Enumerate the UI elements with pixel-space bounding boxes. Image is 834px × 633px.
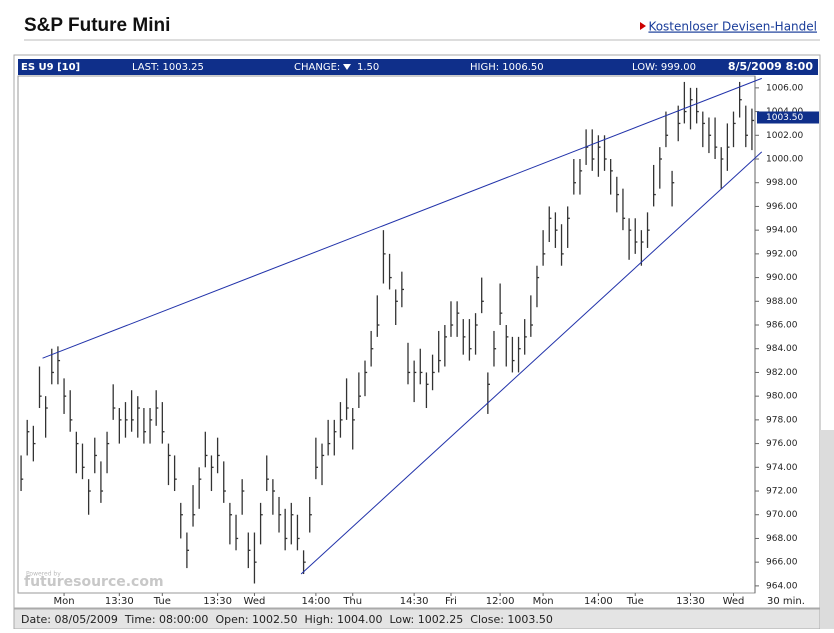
y-tick-label: 992.00 <box>766 249 798 259</box>
y-tick-label: 982.00 <box>766 368 798 378</box>
x-tick-label: Tue <box>626 596 644 607</box>
footer-item: Open: 1002.50 <box>215 613 297 626</box>
y-tick-label: 994.00 <box>766 226 798 236</box>
datetime: 8/5/2009 8:00 <box>728 60 813 73</box>
x-tick-label: 12:00 <box>486 596 515 607</box>
y-tick-label: 968.00 <box>766 534 798 544</box>
x-tick-label: 13:30 <box>203 596 232 607</box>
x-tick-label: Tue <box>153 596 171 607</box>
watermark: futuresource.com <box>24 574 164 590</box>
x-tick-label: Mon <box>533 596 554 607</box>
y-tick-label: 980.00 <box>766 392 798 402</box>
change-label: CHANGE: <box>294 62 340 73</box>
x-tick-label: 14:00 <box>584 596 613 607</box>
plot-area <box>17 75 756 594</box>
interval-label: 30 min. <box>767 596 805 607</box>
link-arrow <box>640 22 646 30</box>
header-bar <box>18 59 818 75</box>
trendline <box>300 151 763 575</box>
x-tick-label: Fri <box>445 596 457 607</box>
y-tick-label: 972.00 <box>766 487 798 497</box>
y-tick-label: 1000.00 <box>766 155 803 165</box>
last: LAST: 1003.25 <box>132 62 204 73</box>
change: 1.50 <box>357 62 379 73</box>
y-tick-label: 984.00 <box>766 344 798 354</box>
footer-item: Close: 1003.50 <box>470 613 553 626</box>
footer-item: High: 1004.00 <box>305 613 383 626</box>
y-tick-label: 966.00 <box>766 558 798 568</box>
footer-item: Date: 08/05/2009 <box>21 613 118 626</box>
y-tick-label: 970.00 <box>766 510 798 520</box>
footer-item: Low: 1002.25 <box>390 613 464 626</box>
x-tick-label: 14:30 <box>400 596 429 607</box>
x-tick-label: Wed <box>244 596 266 607</box>
x-tick-label: 13:30 <box>105 596 134 607</box>
x-tick-label: Wed <box>723 596 745 607</box>
promo-link[interactable]: Kostenloser Devisen-Handel <box>648 20 817 34</box>
chart-title: S&P Future Mini <box>24 15 170 36</box>
symbol: ES U9 [10] <box>21 62 80 73</box>
x-tick-label: 14:00 <box>301 596 330 607</box>
side-panel <box>820 430 834 629</box>
watermark-small: Powered by <box>26 571 61 578</box>
y-tick-label: 986.00 <box>766 321 798 331</box>
y-tick-label: 1006.00 <box>766 83 803 93</box>
last-price-marker <box>757 111 819 124</box>
y-tick-label: 998.00 <box>766 178 798 188</box>
y-tick-label: 976.00 <box>766 439 798 449</box>
y-tick-label: 990.00 <box>766 273 798 283</box>
x-tick-label: 13:30 <box>676 596 705 607</box>
change-down-icon <box>343 64 351 70</box>
x-tick-label: Thu <box>342 596 362 607</box>
low: LOW: 999.00 <box>632 62 696 73</box>
y-tick-label: 964.00 <box>766 581 798 591</box>
footer-item: Time: 08:00:00 <box>124 613 209 626</box>
y-tick-label: 974.00 <box>766 463 798 473</box>
y-tick-label: 1002.00 <box>766 131 803 141</box>
y-tick-label: 978.00 <box>766 415 798 425</box>
y-tick-label: 996.00 <box>766 202 798 212</box>
last-price-label: 1003.50 <box>766 113 803 123</box>
x-tick-label: Mon <box>54 596 75 607</box>
y-tick-label: 988.00 <box>766 297 798 307</box>
trendline <box>42 77 762 359</box>
high: HIGH: 1006.50 <box>470 62 544 73</box>
